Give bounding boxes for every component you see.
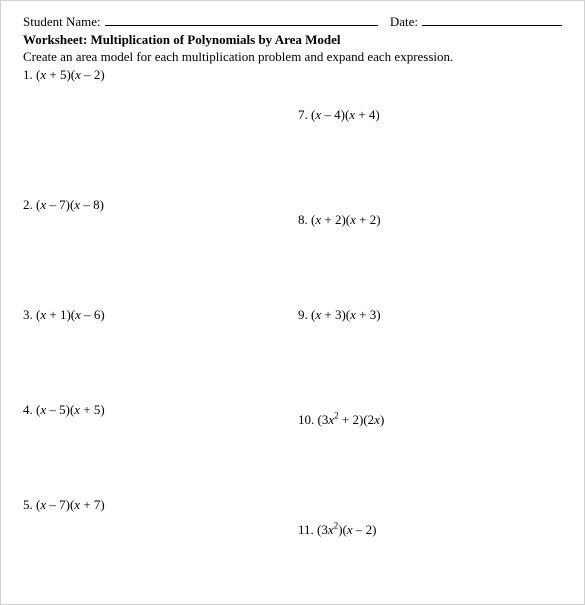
student-name-label: Student Name: <box>23 14 101 30</box>
date-label: Date: <box>390 14 418 30</box>
problem-8: 8. (x + 2)(x + 2) <box>298 212 381 228</box>
student-name-blank[interactable] <box>105 13 378 26</box>
problem-expr: (x – 7)(x + 7) <box>36 497 105 512</box>
problem-expr: (x + 3)(x + 3) <box>311 307 381 322</box>
problem-num: 4. <box>23 402 33 417</box>
problem-expr: (3x2)(x – 2) <box>317 522 376 537</box>
problem-num: 3. <box>23 307 33 322</box>
problem-expr: (x + 1)(x – 6) <box>36 307 105 322</box>
problem-num: 8. <box>298 212 308 227</box>
problem-expr: (x – 4)(x + 4) <box>311 107 380 122</box>
worksheet-title: Worksheet: Multiplication of Polynomials… <box>23 32 562 48</box>
problem-4: 4. (x – 5)(x + 5) <box>23 402 105 418</box>
problem-num: 10. <box>298 412 314 427</box>
problem-expr: (x + 2)(x + 2) <box>311 212 381 227</box>
date-blank[interactable] <box>422 13 562 26</box>
problem-1: 1. (x + 5)(x – 2) <box>23 67 105 83</box>
problem-num: 9. <box>298 307 308 322</box>
problem-num: 5. <box>23 497 33 512</box>
problem-3: 3. (x + 1)(x – 6) <box>23 307 105 323</box>
problem-expr: (x + 5)(x – 2) <box>36 67 105 82</box>
problem-9: 9. (x + 3)(x + 3) <box>298 307 381 323</box>
problem-11: 11. (3x2)(x – 2) <box>298 522 377 538</box>
problem-2: 2. (x – 7)(x – 8) <box>23 197 104 213</box>
header-row: Student Name: Date: <box>23 13 562 30</box>
problem-num: 1. <box>23 67 33 82</box>
problem-num: 11. <box>298 522 314 537</box>
problem-expr: (x – 7)(x – 8) <box>36 197 104 212</box>
instructions: Create an area model for each multiplica… <box>23 49 562 65</box>
problems-area: 1. (x + 5)(x – 2) 2. (x – 7)(x – 8) 3. (… <box>23 67 562 597</box>
problem-expr: (3x2 + 2)(2x) <box>318 412 385 427</box>
problem-10: 10. (3x2 + 2)(2x) <box>298 412 384 428</box>
problem-num: 2. <box>23 197 33 212</box>
problem-num: 7. <box>298 107 308 122</box>
problem-expr: (x – 5)(x + 5) <box>36 402 105 417</box>
problem-5: 5. (x – 7)(x + 7) <box>23 497 105 513</box>
problem-7: 7. (x – 4)(x + 4) <box>298 107 380 123</box>
